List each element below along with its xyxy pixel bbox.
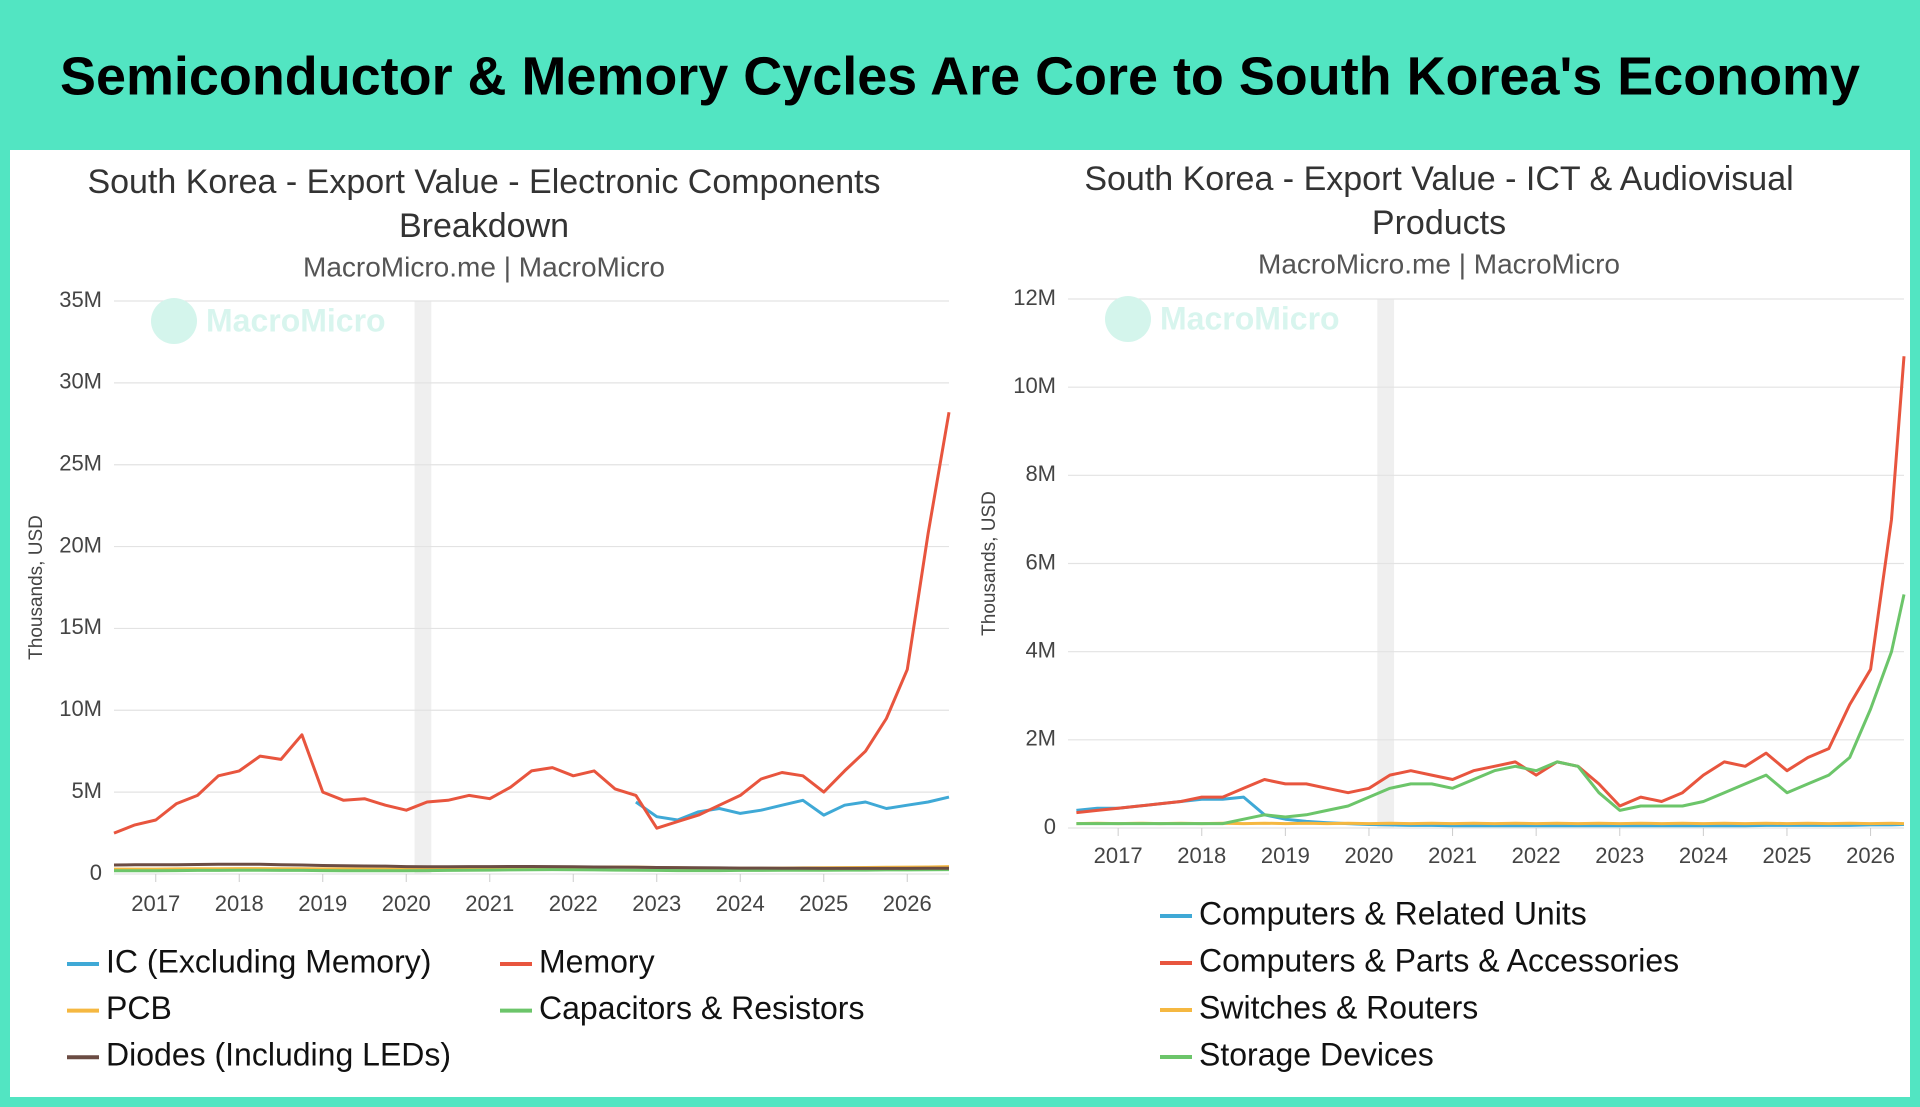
legend-label: Memory	[539, 943, 655, 979]
series-line	[114, 868, 950, 873]
chart-subtitle: MacroMicro.me | MacroMicro	[303, 251, 665, 282]
legend-label: PCB	[106, 990, 172, 1026]
x-tick-label: 2017	[131, 891, 180, 916]
x-tick-label: 2021	[1428, 843, 1477, 868]
series-line	[1076, 795, 1905, 828]
watermark-icon	[151, 298, 197, 344]
watermark-icon	[1105, 296, 1151, 342]
x-tick-label: 2024	[1679, 843, 1728, 868]
x-tick-label: 2026	[1846, 843, 1895, 868]
x-tick-label: 2018	[1177, 843, 1226, 868]
y-tick-label: 35M	[59, 287, 102, 312]
y-tick-label: 0	[1044, 814, 1056, 839]
y-tick-label: 10M	[59, 696, 102, 721]
series-line	[113, 862, 949, 870]
x-tick-label: 2025	[799, 891, 848, 916]
chart-subtitle: MacroMicro.me | MacroMicro	[1258, 248, 1620, 279]
y-tick-label: 8M	[1025, 461, 1056, 486]
chart-title: South Korea - Export Value - ICT & Audio…	[1084, 160, 1794, 242]
legend-label: Storage Devices	[1199, 1036, 1434, 1072]
series-line	[113, 412, 951, 835]
x-tick-label: 2019	[1261, 843, 1310, 868]
legend-label: Switches & Routers	[1199, 989, 1478, 1025]
legend-label: Computers & Parts & Accessories	[1199, 942, 1679, 978]
y-tick-label: 10M	[1013, 373, 1056, 398]
page-title: Semiconductor & Memory Cycles Are Core t…	[60, 46, 1860, 106]
y-tick-label: 12M	[1013, 285, 1056, 310]
series-line	[1076, 594, 1906, 826]
panel	[10, 150, 1910, 1097]
legend-label: IC (Excluding Memory)	[106, 943, 431, 979]
y-tick-label: 20M	[59, 532, 102, 557]
shade-band	[414, 301, 432, 874]
x-tick-label: 2017	[1094, 843, 1143, 868]
series-line	[635, 795, 950, 822]
legend-label: Capacitors & Resistors	[539, 990, 864, 1026]
x-tick-label: 2024	[716, 891, 765, 916]
legend-label: Diodes (Including LEDs)	[106, 1037, 451, 1073]
y-tick-label: 2M	[1025, 726, 1056, 751]
y-tick-label: 30M	[59, 369, 102, 394]
x-tick-label: 2019	[298, 891, 347, 916]
x-tick-label: 2020	[1344, 843, 1393, 868]
x-tick-label: 2023	[632, 891, 681, 916]
x-tick-label: 2021	[465, 891, 514, 916]
legend-label: Computers & Related Units	[1199, 895, 1587, 931]
x-tick-label: 2022	[549, 891, 598, 916]
series-line	[1076, 356, 1906, 815]
x-tick-label: 2026	[883, 891, 932, 916]
y-tick-label: 6M	[1025, 549, 1056, 574]
chart-title: South Korea - Export Value - Electronic …	[87, 163, 881, 245]
y-tick-label: 0	[90, 860, 102, 885]
watermark: MacroMicro	[206, 302, 386, 338]
y-tick-label: 15M	[59, 614, 102, 639]
x-tick-label: 2023	[1595, 843, 1644, 868]
y-tick-label: 25M	[59, 451, 102, 476]
x-tick-label: 2025	[1762, 843, 1811, 868]
x-tick-label: 2018	[215, 891, 264, 916]
y-tick-label: 4M	[1025, 637, 1056, 662]
y-axis-label: Thousands, USD	[979, 491, 1000, 636]
x-tick-label: 2020	[382, 891, 431, 916]
y-tick-label: 5M	[71, 778, 102, 803]
watermark: MacroMicro	[1160, 300, 1340, 336]
x-tick-label: 2022	[1512, 843, 1561, 868]
y-axis-label: Thousands, USD	[26, 515, 47, 660]
